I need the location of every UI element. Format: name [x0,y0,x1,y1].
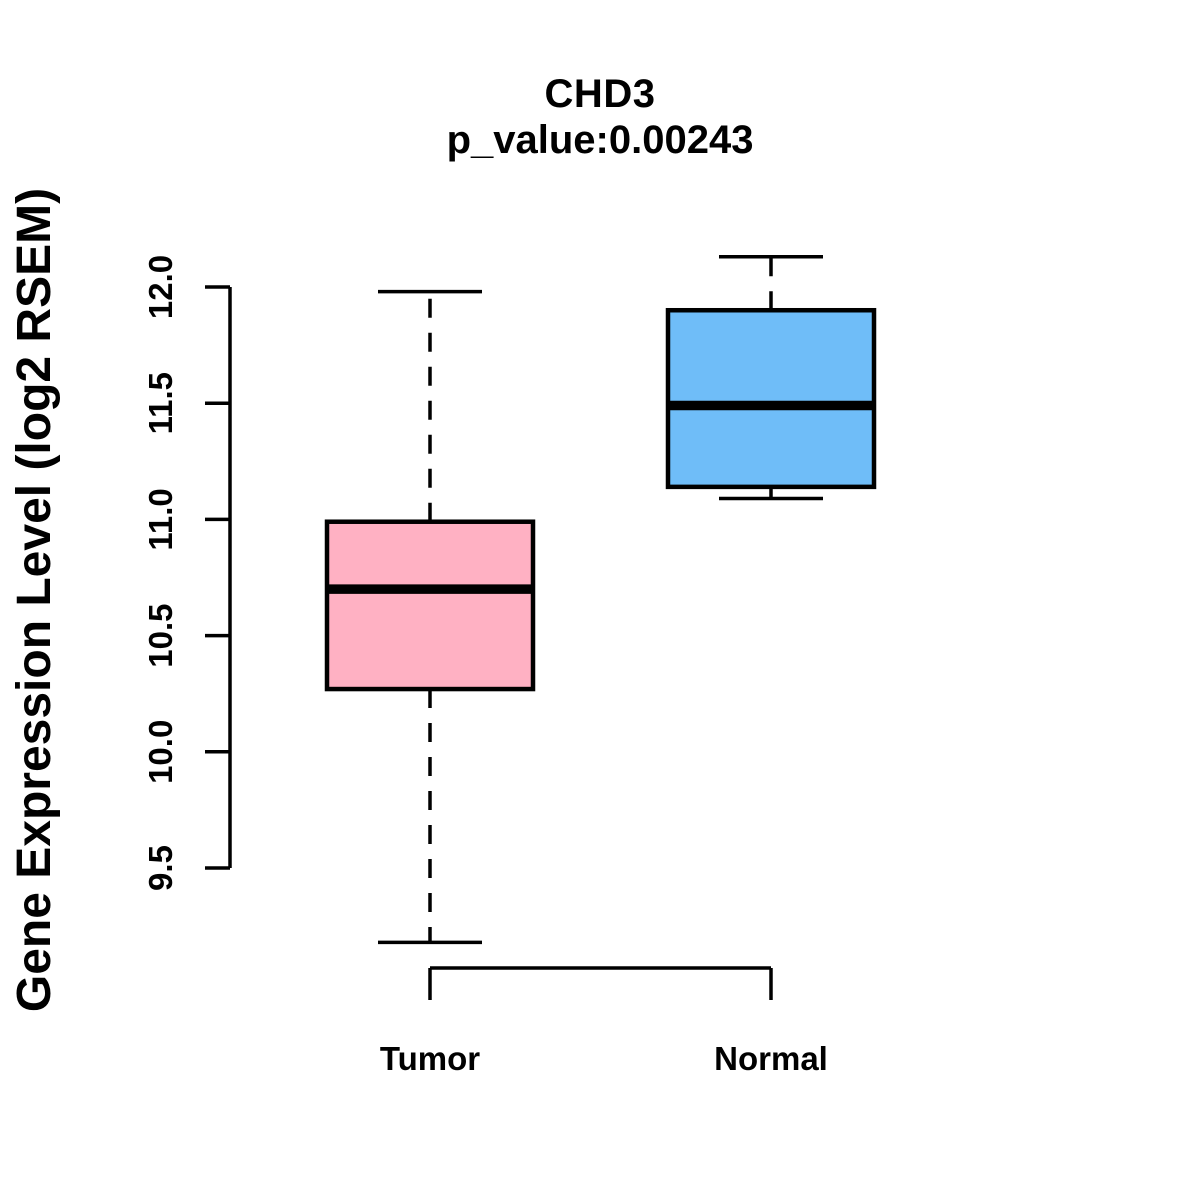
box-normal [665,307,877,490]
y-axis-tick-label: 10.0 [142,720,179,784]
y-axis-tick-label: 9.5 [142,845,179,891]
x-axis-category-label-tumor: Tumor [380,1040,480,1077]
y-axis-tick-label: 11.5 [142,372,179,434]
chart-subtitle-pvalue: p_value:0.00243 [446,118,754,162]
x-axis-category-label-normal: Normal [714,1040,828,1077]
y-axis-tick-label: 10.5 [142,603,179,667]
y-axis-tick-label: 12.0 [142,255,179,319]
box-tumor [324,519,536,692]
chart-title: CHD3 [544,72,656,116]
y-axis-tick-label: 11.0 [142,488,179,550]
